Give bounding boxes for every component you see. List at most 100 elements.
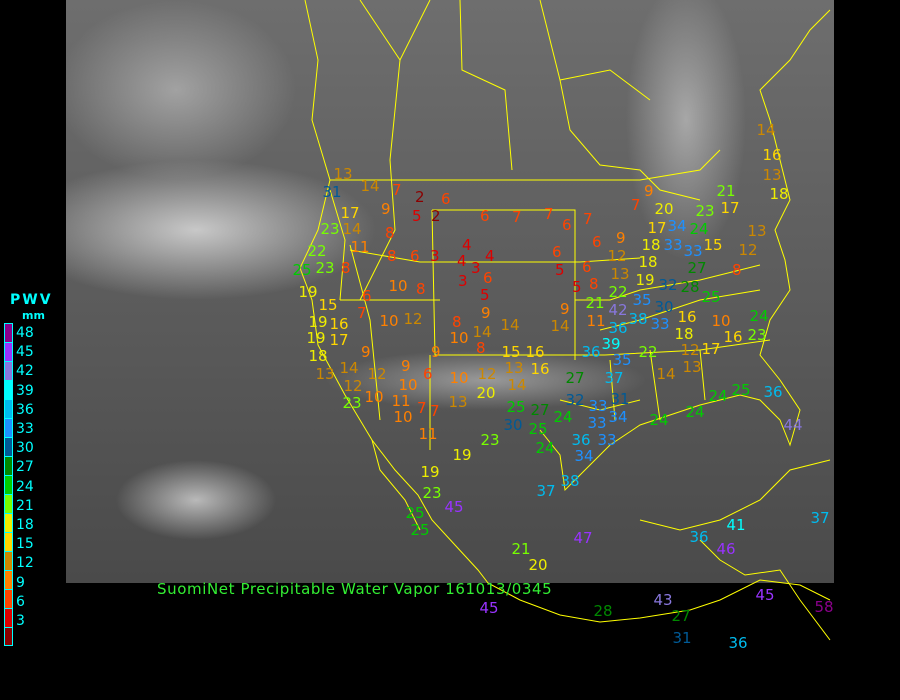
station-pwv-value: 9 [381,199,391,218]
station-pwv-value: 14 [339,358,359,377]
legend-swatch [4,513,13,532]
station-pwv-value: 14 [550,316,570,335]
station-pwv-value: 15 [703,235,723,254]
station-pwv-value: 12 [607,246,627,265]
legend-label: 9 [16,574,25,591]
station-pwv-value: 37 [536,481,556,500]
station-pwv-value: 18 [674,324,694,343]
station-pwv-value: 16 [677,307,697,326]
station-pwv-value: 34 [574,446,594,465]
station-pwv-value: 15 [318,295,338,314]
station-pwv-value: 28 [593,601,613,620]
station-pwv-value: 25 [701,287,721,306]
station-pwv-value: 13 [504,358,524,377]
station-pwv-value: 27 [530,400,550,419]
boundary-line [389,59,401,161]
boundary-line [329,189,346,301]
station-pwv-value: 6 [423,364,433,383]
station-pwv-value: 33 [650,314,670,333]
boundary-line [559,69,651,101]
station-pwv-value: 36 [571,430,591,449]
boundary-line [699,539,831,641]
boundary-line [359,0,431,61]
station-pwv-value: 27 [671,606,691,625]
boundary-line [359,159,396,301]
legend-swatch [4,361,13,380]
station-pwv-value: 6 [552,242,562,261]
station-pwv-value: 23 [695,201,715,220]
station-pwv-value: 16 [329,314,349,333]
station-pwv-value: 24 [689,219,709,238]
boundary-line [575,264,761,301]
station-pwv-value: 8 [387,246,397,265]
station-pwv-value: 47 [573,528,593,547]
station-pwv-value: 15 [501,342,521,361]
station-pwv-value: 23 [747,325,767,344]
map-caption: SuomiNet Precipitable Water Vapor 161013… [157,580,553,598]
boundary-line [371,439,421,531]
station-pwv-value: 17 [647,218,667,237]
station-pwv-value: 7 [512,207,522,226]
station-pwv-value: 7 [583,209,593,228]
station-pwv-value: 10 [364,387,384,406]
legend-label: 48 [16,325,34,341]
station-pwv-value: 17 [329,330,349,349]
station-pwv-value: 14 [756,120,776,139]
station-pwv-value: 2 [415,187,425,206]
legend-label: 45 [16,344,34,361]
station-pwv-value: 19 [306,328,326,347]
legend-swatch [4,456,13,475]
station-pwv-value: 21 [585,293,605,312]
station-pwv-value: 23 [422,483,442,502]
station-pwv-value: 25 [731,380,751,399]
station-pwv-value: 6 [483,268,493,287]
boundary-line [330,149,721,181]
station-pwv-value: 31 [610,389,630,408]
station-pwv-value: 45 [755,585,775,604]
station-pwv-value: 8 [341,258,351,277]
boundary-line [432,209,576,360]
legend-label: 15 [16,536,34,553]
station-pwv-value: 11 [418,424,438,443]
station-pwv-value: 9 [616,228,626,247]
station-pwv-value: 25 [410,520,430,539]
station-pwv-value: 16 [525,342,545,361]
station-pwv-value: 10 [711,311,731,330]
station-pwv-value: 42 [608,300,628,319]
station-pwv-value: 32 [658,275,678,294]
legend-swatch [4,437,13,456]
station-pwv-value: 11 [391,391,411,410]
station-pwv-value: 35 [612,350,632,369]
station-pwv-value: 7 [357,303,367,322]
station-pwv-value: 43 [653,590,673,609]
station-pwv-value: 12 [343,376,363,395]
station-pwv-value: 8 [732,260,742,279]
station-pwv-value: 37 [604,368,624,387]
boundary-line [299,0,489,584]
station-pwv-value: 23 [342,393,362,412]
station-pwv-value: 30 [503,415,523,434]
station-pwv-value: 5 [572,277,582,296]
legend-swatch [4,627,13,646]
station-pwv-value: 25 [405,503,425,522]
station-pwv-value: 8 [589,274,599,293]
station-pwv-value: 4 [485,246,495,265]
station-pwv-value: 14 [360,176,380,195]
station-pwv-value: 8 [476,338,486,357]
station-pwv-value: 22 [608,282,628,301]
station-pwv-value: 36 [763,382,783,401]
station-pwv-value: 36 [689,527,709,546]
station-pwv-value: 27 [565,368,585,387]
station-pwv-value: 24 [749,306,769,325]
station-pwv-value: 7 [417,398,427,417]
station-pwv-value: 18 [308,346,328,365]
boundary-line [539,9,831,492]
legend-label: 33 [16,421,34,437]
station-pwv-value: 30 [654,297,674,316]
station-pwv-value: 7 [544,204,554,223]
boundary-line [639,459,831,531]
legend-label: 27 [16,459,34,476]
station-pwv-value: 36 [728,633,748,652]
station-pwv-value: 14 [507,375,527,394]
